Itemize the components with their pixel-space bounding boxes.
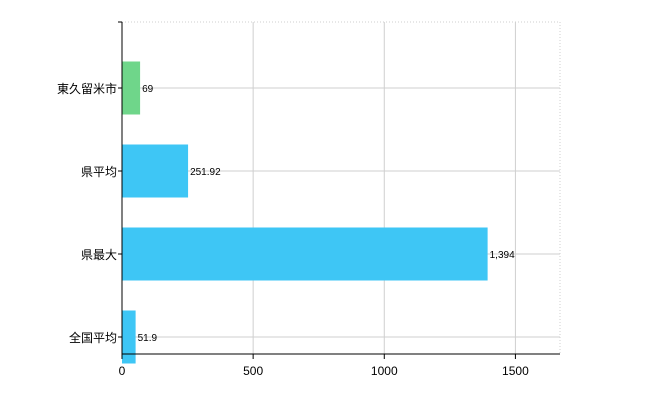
data-label: 1,394	[490, 250, 515, 261]
data-label: 69	[142, 84, 154, 95]
x-tick-label: 1000	[371, 364, 398, 378]
axes	[121, 22, 560, 355]
x-tick-label: 0	[119, 364, 126, 378]
x-tick-label: 500	[243, 364, 263, 378]
category-label: 全国平均	[69, 330, 117, 345]
x-ticks: 0 500 1000 1500	[118, 21, 529, 378]
bar	[122, 310, 136, 364]
bar	[122, 227, 488, 281]
category-label: 県平均	[81, 165, 117, 179]
bar	[122, 61, 141, 115]
x-tick-label: 1500	[502, 364, 529, 378]
bars	[122, 61, 488, 364]
category-label: 東久留米市	[57, 81, 117, 96]
bar	[122, 144, 189, 198]
category-label: 県最大	[81, 248, 117, 262]
data-label: 51.9	[138, 333, 158, 344]
data-label: 251.92	[190, 167, 221, 178]
data-labels: 69 251.92 1,394 51.9	[138, 84, 515, 344]
